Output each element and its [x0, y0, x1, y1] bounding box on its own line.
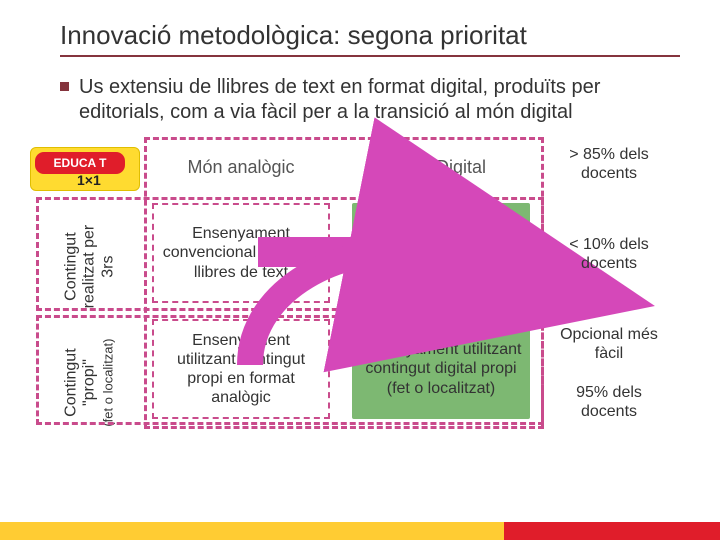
row-label-own-sub: (fet o localitzat) — [100, 339, 115, 427]
note-95: 95% dels docents — [554, 383, 664, 421]
educat-badge-brand: EDUCA T — [35, 152, 125, 174]
bullet-row: Us extensiu de llibres de text en format… — [60, 75, 680, 125]
title-underline — [60, 55, 680, 57]
note-85: > 85% dels docents — [554, 145, 664, 183]
note-optional: Opcional més fàcil — [554, 325, 664, 363]
footer-band — [0, 522, 720, 540]
col-header-digital: Món Digital — [352, 143, 530, 191]
bullet-marker — [60, 82, 69, 91]
slide-title: Innovació metodològica: segona prioritat — [60, 20, 680, 55]
arrow-curved — [230, 235, 450, 400]
row-label-own: Contingut "propi" (fet o localitzat) — [62, 333, 117, 433]
educat-badge-tag: 1×1 — [77, 172, 101, 188]
row-label-third-party: Contingut realitzat per 3rs — [62, 217, 117, 317]
matrix-diagram: EDUCA T 1×1 Món analògic Món Digital Con… — [30, 139, 670, 449]
row-label-third-party-text: Contingut realitzat per 3rs — [62, 225, 116, 309]
col-header-analog: Món analògic — [152, 143, 330, 191]
educat-badge: EDUCA T 1×1 — [30, 147, 140, 191]
row-label-own-main: Contingut "propi" — [62, 348, 97, 417]
note-10: < 10% dels docents — [554, 235, 664, 273]
bullet-text: Us extensiu de llibres de text en format… — [79, 75, 680, 125]
